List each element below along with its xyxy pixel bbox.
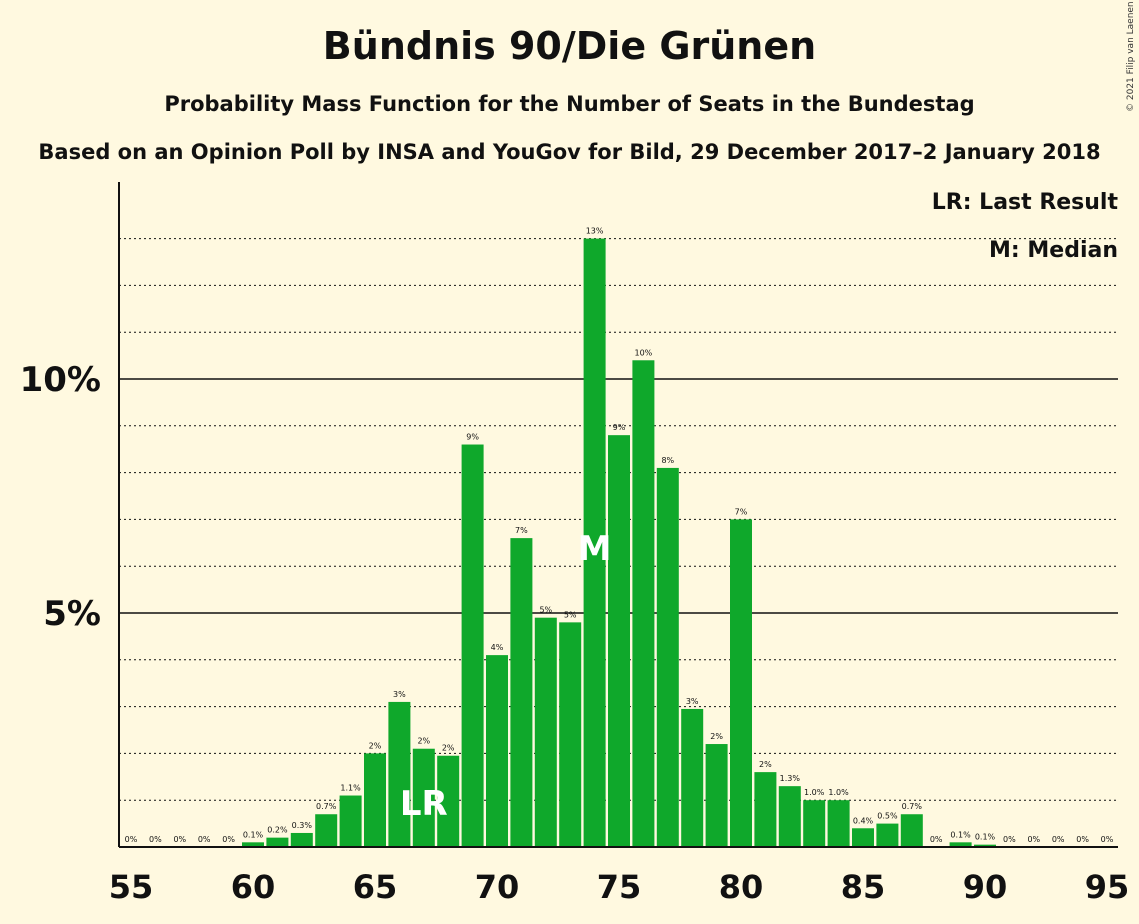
value-label: 2% — [417, 737, 430, 746]
bar-seat-82 — [778, 786, 801, 847]
chart-title: Bündnis 90/Die Grünen — [322, 24, 817, 68]
value-label: 7% — [735, 507, 748, 516]
value-label: 0% — [1052, 835, 1065, 844]
bar-seat-79 — [705, 744, 728, 847]
value-label: 1.1% — [340, 784, 361, 793]
last-result-marker: LR — [400, 784, 448, 824]
bar-seat-80 — [730, 519, 752, 847]
y-tick-label: 5% — [43, 594, 101, 634]
bar-seat-76 — [632, 360, 655, 847]
x-tick-label: 65 — [353, 868, 398, 906]
value-label: 0% — [930, 835, 943, 844]
bar-seat-65 — [364, 753, 386, 847]
bar-seat-90 — [974, 844, 996, 847]
value-label: 10% — [635, 348, 653, 357]
x-tick-label: 70 — [475, 868, 520, 906]
value-label: 0.1% — [243, 830, 264, 839]
bar-seat-66 — [388, 701, 411, 847]
value-label: 0.7% — [902, 802, 923, 811]
value-label: 3% — [393, 690, 406, 699]
value-label: 8% — [661, 456, 674, 465]
bar-seat-69 — [461, 444, 484, 847]
bar-seat-75 — [608, 435, 630, 847]
y-tick-label: 10% — [20, 360, 101, 400]
median-marker: M — [578, 529, 612, 569]
markers: LR M — [400, 529, 612, 824]
value-label: 7% — [515, 526, 528, 535]
legend-median: M: Median — [989, 238, 1118, 263]
value-label: 0% — [1101, 835, 1114, 844]
bar-seat-62 — [290, 832, 313, 847]
bar-seat-60 — [242, 842, 264, 847]
bar-seat-77 — [656, 467, 679, 847]
axes: 55 60 65 70 75 80 85 90 95 5% 10% — [20, 182, 1130, 906]
bar-seat-64 — [339, 795, 362, 847]
value-label: 0% — [222, 835, 235, 844]
x-tick-label: 75 — [597, 868, 642, 906]
value-label: 4% — [491, 643, 504, 652]
legend-last-result: LR: Last Result — [932, 190, 1119, 215]
bar-seat-61 — [266, 837, 289, 847]
value-label: 2% — [442, 744, 455, 753]
value-label: 0% — [125, 835, 138, 844]
bar-seat-70 — [486, 655, 508, 847]
value-label: 0% — [173, 835, 186, 844]
value-label: 0.4% — [853, 816, 874, 825]
bar-seat-71 — [510, 538, 533, 847]
value-label: 0% — [1027, 835, 1040, 844]
value-label: 2% — [369, 741, 382, 750]
value-label: 1.0% — [804, 788, 825, 797]
value-label: 13% — [586, 227, 604, 236]
value-label: 2% — [759, 760, 772, 769]
value-label: 9% — [466, 433, 479, 442]
grid-lines — [119, 238, 1118, 801]
value-label: 1.0% — [828, 788, 849, 797]
value-label: 5% — [539, 606, 552, 615]
value-label: 9% — [613, 423, 626, 432]
bars — [242, 238, 996, 848]
x-tick-label: 85 — [841, 868, 886, 906]
bar-seat-78 — [681, 708, 704, 847]
value-label: 0.1% — [950, 830, 971, 839]
value-labels: 0% 0% 0% 0% 0%0.1%0.2%0.3%0.7%1.1%2%3%2%2%9%… — [125, 227, 1114, 844]
chart-source: Based on an Opinion Poll by INSA and You… — [38, 140, 1101, 164]
bar-seat-87 — [900, 814, 923, 847]
x-tick-label: 60 — [231, 868, 276, 906]
chart-subtitle: Probability Mass Function for the Number… — [164, 92, 975, 116]
value-label: 3% — [686, 697, 699, 706]
value-label: 0% — [1003, 835, 1016, 844]
bar-seat-84 — [827, 800, 850, 847]
bar-seat-72 — [534, 617, 557, 847]
bar-seat-74 — [583, 238, 606, 848]
x-tick-label: 80 — [719, 868, 764, 906]
bar-seat-63 — [315, 814, 338, 847]
value-label: 0.5% — [877, 812, 898, 821]
value-label: 0% — [198, 835, 211, 844]
value-label: 0.3% — [292, 821, 313, 830]
value-label: 5% — [564, 610, 577, 619]
value-label: 0% — [149, 835, 162, 844]
bar-seat-67 — [412, 748, 435, 847]
bar-seat-73 — [559, 622, 582, 847]
value-label: 0.7% — [316, 802, 337, 811]
bar-seat-86 — [876, 823, 899, 847]
bar-seat-68 — [437, 755, 460, 847]
x-tick-label: 55 — [109, 868, 154, 906]
bar-seat-85 — [852, 828, 874, 847]
value-label: 1.3% — [780, 774, 801, 783]
bar-seat-89 — [949, 842, 972, 847]
bar-seat-81 — [754, 772, 777, 847]
x-tick-label: 95 — [1085, 868, 1130, 906]
bar-seat-83 — [803, 800, 826, 847]
value-label: 0% — [1076, 835, 1089, 844]
value-label: 2% — [710, 732, 723, 741]
value-label: 0.1% — [975, 833, 996, 842]
x-tick-label: 90 — [963, 868, 1008, 906]
value-label: 0.2% — [267, 826, 288, 835]
